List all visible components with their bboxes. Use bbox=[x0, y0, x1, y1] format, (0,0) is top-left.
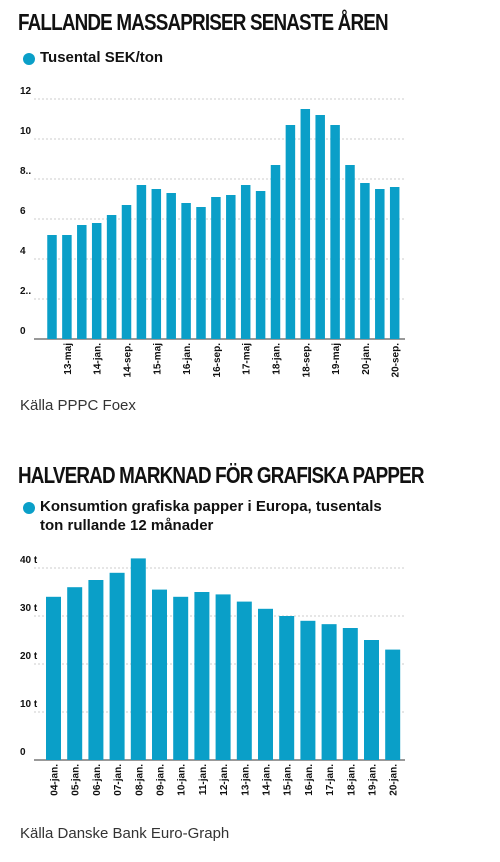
x-tick-label: 20-sep. bbox=[391, 343, 402, 378]
x-tick-label: 20-jan. bbox=[389, 764, 400, 796]
x-tick-label: 20-jan. bbox=[361, 343, 372, 375]
x-tick-label: 14-jan. bbox=[93, 343, 104, 375]
x-tick-label: 18-jan. bbox=[346, 764, 357, 796]
bar bbox=[215, 594, 231, 760]
x-tick-label: 16-jan. bbox=[182, 343, 193, 375]
y-tick-label: 2.. bbox=[20, 286, 31, 297]
bar bbox=[226, 195, 236, 339]
bar bbox=[152, 589, 167, 760]
x-tick-label: 16-sep. bbox=[212, 343, 223, 378]
y-tick-label: 0 bbox=[20, 326, 26, 337]
legend: Tusental SEK/ton bbox=[40, 49, 164, 66]
y-tick-label: 12 bbox=[20, 86, 32, 97]
bar bbox=[77, 225, 87, 339]
x-tick-label: 14-sep. bbox=[123, 343, 134, 378]
x-tick-label: 11-jan. bbox=[198, 764, 209, 795]
bar bbox=[166, 193, 176, 339]
source: Källa PPPC Foex bbox=[20, 397, 136, 414]
bar bbox=[315, 115, 325, 339]
x-tick-label: 19-jan. bbox=[368, 764, 379, 796]
y-tick-label: 0 bbox=[20, 747, 26, 758]
x-tick-label: 13-jan. bbox=[240, 764, 251, 796]
x-tick-label: 08-jan. bbox=[134, 764, 145, 796]
legend: Konsumtion grafiska papper i Europa, tus… bbox=[40, 498, 382, 534]
bar bbox=[236, 601, 252, 760]
bar bbox=[385, 649, 401, 760]
bar bbox=[342, 628, 358, 760]
bar bbox=[194, 592, 210, 760]
y-tick-label: 8.. bbox=[20, 166, 31, 177]
bar bbox=[106, 215, 117, 339]
bar bbox=[279, 616, 295, 760]
bar bbox=[211, 197, 221, 339]
bar bbox=[136, 185, 147, 339]
bar bbox=[240, 185, 251, 339]
bar bbox=[345, 165, 355, 339]
y-tick-label: 10 t bbox=[20, 699, 38, 710]
bar bbox=[255, 191, 266, 339]
bar bbox=[121, 205, 132, 339]
x-tick-label: 14-jan. bbox=[262, 764, 273, 796]
chart-title: HALVERAD MARKNAD FÖR GRAFISKA PAPPER bbox=[18, 463, 424, 488]
bar bbox=[47, 235, 57, 339]
bar bbox=[375, 189, 385, 339]
x-tick-label: 04-jan. bbox=[50, 764, 61, 796]
legend-label: Tusental SEK/ton bbox=[40, 49, 164, 66]
source: Källa Danske Bank Euro-Graph bbox=[20, 825, 229, 842]
bar bbox=[62, 235, 72, 339]
bar bbox=[258, 608, 273, 760]
bar bbox=[321, 624, 337, 760]
x-tick-label: 17-jan. bbox=[325, 764, 336, 796]
x-tick-label: 13-maj bbox=[63, 343, 74, 375]
x-tick-label: 06-jan. bbox=[92, 764, 103, 796]
bar bbox=[300, 620, 316, 760]
x-tick-label: 18-jan. bbox=[272, 343, 283, 375]
x-tick-label: 15-maj bbox=[152, 343, 163, 375]
y-tick-label: 20 t bbox=[20, 651, 38, 662]
bar bbox=[46, 596, 61, 760]
bar bbox=[173, 596, 189, 760]
legend-marker bbox=[23, 502, 35, 514]
x-tick-label: 15-jan. bbox=[283, 764, 294, 796]
bar bbox=[270, 165, 281, 339]
bar bbox=[364, 640, 379, 760]
y-tick-label: 30 t bbox=[20, 603, 38, 614]
x-tick-label: 05-jan. bbox=[71, 764, 82, 796]
bar bbox=[300, 109, 311, 339]
bar bbox=[181, 203, 191, 339]
bar bbox=[285, 125, 296, 339]
bar bbox=[109, 572, 125, 760]
bar bbox=[330, 125, 340, 339]
x-tick-label: 17-maj bbox=[242, 343, 253, 375]
y-tick-label: 4 bbox=[20, 246, 26, 257]
x-tick-label: 09-jan. bbox=[156, 764, 167, 796]
y-tick-label: 6 bbox=[20, 206, 26, 217]
x-tick-label: 12-jan. bbox=[219, 764, 230, 796]
bar bbox=[389, 187, 400, 339]
bar bbox=[360, 183, 370, 339]
bar bbox=[91, 223, 102, 339]
bar bbox=[67, 587, 83, 760]
bar bbox=[151, 189, 162, 339]
bar bbox=[88, 580, 104, 760]
x-tick-label: 07-jan. bbox=[113, 764, 124, 796]
bar bbox=[196, 207, 206, 339]
legend-marker bbox=[23, 53, 35, 65]
chart-title: FALLANDE MASSAPRISER SENASTE ÅREN bbox=[18, 9, 388, 35]
x-tick-label: 18-sep. bbox=[301, 343, 312, 378]
x-tick-label: 16-jan. bbox=[304, 764, 315, 796]
y-tick-label: 40 t bbox=[20, 555, 38, 566]
bar bbox=[130, 558, 146, 760]
x-tick-label: 10-jan. bbox=[177, 764, 188, 796]
legend-label: Konsumtion grafiska papper i Europa, tus… bbox=[40, 498, 382, 534]
y-tick-label: 10 bbox=[20, 126, 32, 137]
x-tick-label: 19-maj bbox=[331, 343, 342, 375]
